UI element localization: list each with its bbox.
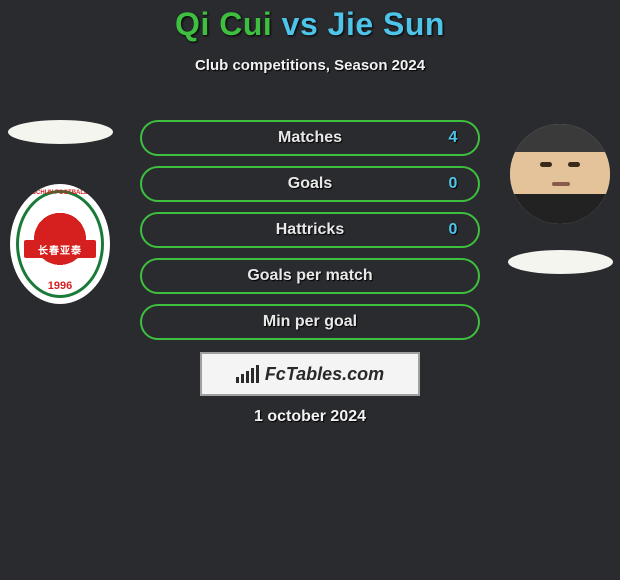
player2-shadow-ellipse [508,250,613,274]
player1-club-crest: CHANGCHUN FOOTBALL CLUB 长春亚泰 1996 [10,184,110,304]
bar-icon-bar [246,371,249,383]
stat-right-value: 0 [428,221,478,239]
brand-box[interactable]: FcTables.com [200,352,420,396]
comparison-card: Qi Cui vs Jie Sun Club competitions, Sea… [0,0,620,580]
bar-chart-icon [236,365,259,383]
brand-text: FcTables.com [265,364,384,385]
player2-column [500,120,620,274]
face-icon [510,124,610,224]
page-title: Qi Cui vs Jie Sun [0,0,620,43]
player1-name: Qi Cui [175,6,272,42]
vs-label: vs [282,6,319,42]
stat-label: Goals [192,175,428,193]
bar-icon-bar [256,365,259,383]
stat-label: Hattricks [192,221,428,239]
bar-icon-bar [236,377,239,383]
date-label: 1 october 2024 [0,408,620,426]
crest-year: 1996 [10,280,110,292]
stat-label: Min per goal [192,313,428,331]
stat-right-value: 0 [428,175,478,193]
stat-row-hattricks: Hattricks 0 [140,212,480,248]
stat-row-goals: Goals 0 [140,166,480,202]
stat-label: Goals per match [192,267,428,285]
crest-top-text: CHANGCHUN FOOTBALL CLUB [10,190,110,196]
bar-icon-bar [241,374,244,383]
bar-icon-bar [251,368,254,383]
subtitle: Club competitions, Season 2024 [0,57,620,74]
stats-table: Matches 4 Goals 0 Hattricks 0 Goals per … [140,120,480,350]
player1-shadow-ellipse [8,120,113,144]
stat-row-min-per-goal: Min per goal [140,304,480,340]
stat-row-matches: Matches 4 [140,120,480,156]
player1-column: CHANGCHUN FOOTBALL CLUB 长春亚泰 1996 [0,120,120,304]
stat-label: Matches [192,129,428,147]
player2-avatar [510,124,610,224]
crest-ribbon: 长春亚泰 [24,240,96,258]
stat-row-goals-per-match: Goals per match [140,258,480,294]
player2-name: Jie Sun [328,6,445,42]
stat-right-value: 4 [428,129,478,147]
